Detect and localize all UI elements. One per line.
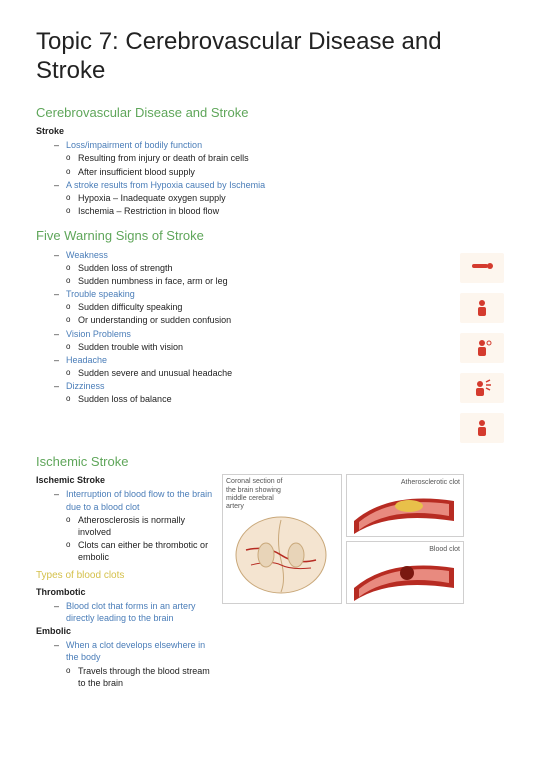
subheading-embolic: Embolic bbox=[36, 625, 216, 637]
list-item: A stroke results from Hypoxia caused by … bbox=[54, 179, 508, 191]
list-item: Sudden trouble with vision bbox=[66, 341, 452, 353]
list-item: Hypoxia – Inadequate oxygen supply bbox=[66, 192, 508, 204]
stroke-list: Loss/impairment of bodily function bbox=[36, 139, 508, 151]
headache-icon bbox=[460, 373, 504, 403]
stroke-list: A stroke results from Hypoxia caused by … bbox=[36, 179, 508, 191]
list-item: Trouble speaking bbox=[54, 288, 452, 300]
weakness-icon bbox=[460, 253, 504, 283]
subheading-stroke: Stroke bbox=[36, 125, 508, 137]
artery-athero-diagram: Atherosclerotic clot bbox=[346, 474, 464, 537]
list-item: Headache bbox=[54, 354, 452, 366]
list-item: Sudden severe and unusual headache bbox=[66, 367, 452, 379]
warnings-text: Weakness Sudden loss of strength Sudden … bbox=[36, 249, 452, 443]
section-heading-cvd: Cerebrovascular Disease and Stroke bbox=[36, 104, 508, 122]
list-item: Blood clot that forms in an artery direc… bbox=[54, 600, 216, 624]
list-item: Sudden loss of balance bbox=[66, 393, 452, 405]
subheading-thrombotic: Thrombotic bbox=[36, 586, 216, 598]
brain-caption: Coronal section of the brain showing mid… bbox=[226, 478, 286, 512]
list-item: Clots can either be thrombotic or emboli… bbox=[66, 539, 216, 563]
list-item: Travels through the blood stream to the … bbox=[66, 665, 216, 689]
list-item: Sudden numbness in face, arm or leg bbox=[66, 275, 452, 287]
list-item: Dizziness bbox=[54, 380, 452, 392]
list-item: Vision Problems bbox=[54, 328, 452, 340]
list-item: Or understanding or sudden confusion bbox=[66, 314, 452, 326]
page-title: Topic 7: Cerebrovascular Disease and Str… bbox=[36, 28, 508, 86]
list-item: Sudden difficulty speaking bbox=[66, 301, 452, 313]
stroke-sublist: Hypoxia – Inadequate oxygen supply Ische… bbox=[36, 192, 508, 217]
list-item: Weakness bbox=[54, 249, 452, 261]
list-item: Interruption of blood flow to the brain … bbox=[54, 488, 216, 512]
stroke-sublist: Resulting from injury or death of brain … bbox=[36, 152, 508, 177]
subheading-ischemic: Ischemic Stroke bbox=[36, 474, 216, 486]
dizziness-icon bbox=[460, 413, 504, 443]
brain-diagram: Coronal section of the brain showing mid… bbox=[222, 474, 342, 604]
list-item: Ischemia – Restriction in blood flow bbox=[66, 205, 508, 217]
list-item: Resulting from injury or death of brain … bbox=[66, 152, 508, 164]
subheading-clot-types: Types of blood clots bbox=[36, 569, 216, 583]
vision-icon bbox=[460, 333, 504, 363]
list-item: Sudden loss of strength bbox=[66, 262, 452, 274]
list-item: When a clot develops elsewhere in the bo… bbox=[54, 639, 216, 663]
section-heading-warnings: Five Warning Signs of Stroke bbox=[36, 227, 508, 245]
speech-icon bbox=[460, 293, 504, 323]
list-item: Atherosclerosis is normally involved bbox=[66, 514, 216, 538]
ischemic-text-column: Ischemic Stroke Interruption of blood fl… bbox=[36, 474, 216, 690]
list-item: After insufficient blood supply bbox=[66, 166, 508, 178]
warning-icons-column bbox=[460, 249, 508, 443]
section-heading-ischemic: Ischemic Stroke bbox=[36, 453, 508, 471]
list-item: Loss/impairment of bodily function bbox=[54, 139, 508, 151]
ischemic-images: Coronal section of the brain showing mid… bbox=[222, 474, 508, 604]
artery-clot-diagram: Blood clot bbox=[346, 541, 464, 604]
